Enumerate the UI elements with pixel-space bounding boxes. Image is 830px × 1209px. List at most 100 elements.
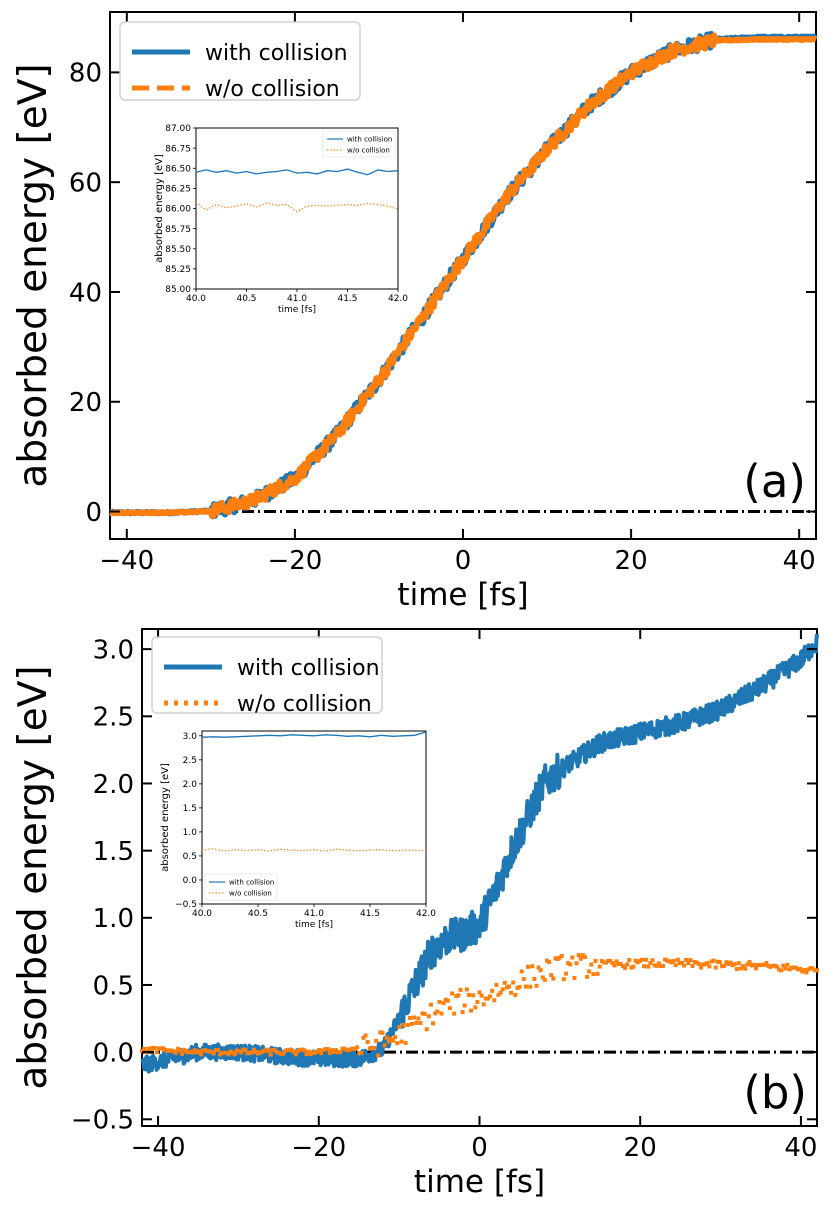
panel-b-series-without-collision-point — [789, 965, 794, 970]
panel-b-series-without-collision-point — [439, 1011, 444, 1016]
panel-b-series-without-collision-point — [363, 1033, 368, 1038]
panel-b-y-tick-label: 2.5 — [93, 703, 134, 733]
panel-b-inset-y-tick-label: 2.0 — [183, 780, 198, 790]
panel-b-series-without-collision-point — [627, 958, 632, 963]
panel-b-series-without-collision-point — [593, 958, 598, 963]
panel-a-y-tick-label: 40 — [69, 278, 102, 308]
panel-b-series-without-collision-point — [618, 961, 623, 966]
panel-b-inset-x-tick-label: 41.5 — [360, 909, 380, 919]
panel-b-series-without-collision-point — [450, 991, 455, 996]
panel-a-inset-y-tick-label: 86.00 — [165, 205, 191, 215]
panel-b-series-without-collision-point — [673, 963, 678, 968]
panel-b-series-without-collision-point — [549, 973, 554, 978]
panel-b-series-without-collision-point — [810, 966, 815, 971]
panel-b-series-without-collision-point — [397, 1024, 402, 1029]
panel-b-series-without-collision-point — [490, 988, 495, 993]
panel-a-y-tick-label: 0 — [85, 498, 102, 528]
panel-b-series-without-collision-point — [369, 1045, 374, 1050]
panel-b-series-without-collision-point — [306, 1049, 311, 1054]
panel-b-series-without-collision-point — [772, 963, 777, 968]
panel-a-inset-series-without-collision — [195, 201, 399, 213]
panel-b-series-without-collision-point — [224, 1050, 229, 1055]
panel-b-series-without-collision-point — [445, 998, 450, 1003]
panel-a-y-axis-label: absorbed energy [eV] — [11, 63, 56, 487]
panel-b-series-without-collision-point — [768, 964, 773, 969]
panel-b-series-without-collision-point — [262, 1048, 267, 1053]
panel-a-inset-y-axis-label: absorbed energy [eV] — [154, 154, 165, 263]
panel-b-series-without-collision-point — [414, 1020, 419, 1025]
panel-b-series-without-collision-point — [401, 1022, 406, 1027]
panel-b-series-without-collision-point — [264, 1047, 269, 1052]
panel-b-series-without-collision-point — [713, 965, 718, 970]
panel-b-series-without-collision-point — [663, 957, 668, 962]
panel-b-series-without-collision-point — [323, 1046, 328, 1051]
panel-b-x-tick-label: −40 — [131, 1133, 186, 1163]
panel-b-series-without-collision-point — [608, 958, 613, 963]
panel-b-series-without-collision-point — [551, 976, 556, 981]
panel-b-series-without-collision-point — [226, 1052, 231, 1057]
panel-b-series-without-collision-point — [340, 1046, 345, 1051]
panel-a-y-tick-label: 60 — [69, 169, 102, 199]
panel-a-inset-y-tick-label: 86.75 — [165, 144, 191, 154]
panel-b-series-without-collision-point — [437, 999, 442, 1004]
panel-b-panel-label: (b) — [743, 1066, 807, 1119]
panel-b-series-without-collision-point — [220, 1050, 225, 1055]
panel-b-y-tick-label: 3.0 — [93, 636, 134, 666]
panel-b-series-without-collision-point — [658, 964, 663, 969]
panel-b-series-without-collision-point — [492, 998, 497, 1003]
panel-b-series-without-collision-point — [312, 1051, 317, 1056]
panel-a-inset-legend-label: with collision — [347, 136, 392, 144]
panel-b-series-without-collision-point — [642, 964, 647, 969]
panel-b-series-without-collision-point — [648, 961, 653, 966]
panel-b-series-without-collision-point — [403, 1040, 408, 1045]
panel-b-series-without-collision-point — [728, 960, 733, 965]
panel-b-series-without-collision-point — [281, 1051, 286, 1056]
panel-b-series-without-collision-point — [228, 1049, 233, 1054]
panel-b-series-without-collision-point — [152, 1045, 157, 1050]
panel-b-series-without-collision-point — [661, 963, 666, 968]
panel-b-series-without-collision-point — [196, 1049, 201, 1054]
panel-b-series-without-collision-point — [199, 1052, 204, 1057]
panel-b-series-without-collision-point — [783, 966, 788, 971]
panel-b-series-without-collision-point — [589, 962, 594, 967]
panel-a-inset-x-axis-label: time [fs] — [278, 305, 316, 315]
panel-b-series-without-collision-point — [717, 960, 722, 965]
panel-b-series-without-collision-point — [625, 962, 630, 967]
panel-b-series-without-collision-point — [239, 1050, 244, 1055]
panel-b-series-without-collision-point — [420, 1011, 425, 1016]
panel-b-series-without-collision-point — [422, 1011, 427, 1016]
panel-b-series-without-collision-point — [253, 1049, 258, 1054]
panel-b-series-without-collision-point — [715, 959, 720, 964]
panel-b-inset-x-tick-label: 42.0 — [416, 909, 436, 919]
panel-b-series-without-collision-point — [498, 990, 503, 995]
panel-b-inset-y-tick-label: 1.0 — [183, 828, 198, 838]
panel-b-series-without-collision-point — [730, 963, 735, 968]
panel-b-series-without-collision-point — [526, 964, 531, 969]
panel-b-series-without-collision-point — [496, 992, 501, 997]
panel-b-series-without-collision-point — [213, 1048, 218, 1053]
panel-a-y-tick-label: 80 — [69, 59, 102, 89]
panel-b-series-without-collision-point — [426, 1014, 431, 1019]
panel-b-series-without-collision-point — [395, 1041, 400, 1046]
panel-b-series-without-collision-point — [194, 1050, 199, 1055]
panel-b-series-without-collision-point — [336, 1050, 341, 1055]
panel-b-series-without-collision-point — [755, 962, 760, 967]
panel-b-series-without-collision-point — [382, 1043, 387, 1048]
panel-b-series-without-collision-point — [410, 1021, 414, 1026]
panel-b-series-without-collision-point — [279, 1051, 284, 1056]
panel-b-series-without-collision-point — [705, 961, 710, 966]
panel-b-series-without-collision-point — [211, 1051, 216, 1056]
panel-b-series-without-collision-point — [781, 963, 786, 968]
panel-b-inset: 40.0 40.5 41.0 41.5 42.0 −0.5 0.0 0.5 1.0 1.5 2.0 2… — [160, 730, 436, 930]
panel-b-x-tick-label: 0 — [471, 1133, 488, 1163]
panel-b-series-without-collision-point — [412, 1015, 417, 1020]
panel-b-series-without-collision-point — [523, 984, 528, 989]
panel-b-series-without-collision-point — [285, 1048, 290, 1053]
panel-b-series-without-collision-point — [169, 1048, 174, 1053]
panel-b-series-without-collision-point — [479, 993, 484, 998]
panel-b-series-without-collision-point — [585, 974, 590, 979]
panel-a-legend: with collision w/o collision — [119, 21, 361, 102]
panel-b-series-without-collision-point — [462, 1003, 467, 1008]
panel-b-series-without-collision-point — [806, 967, 811, 972]
